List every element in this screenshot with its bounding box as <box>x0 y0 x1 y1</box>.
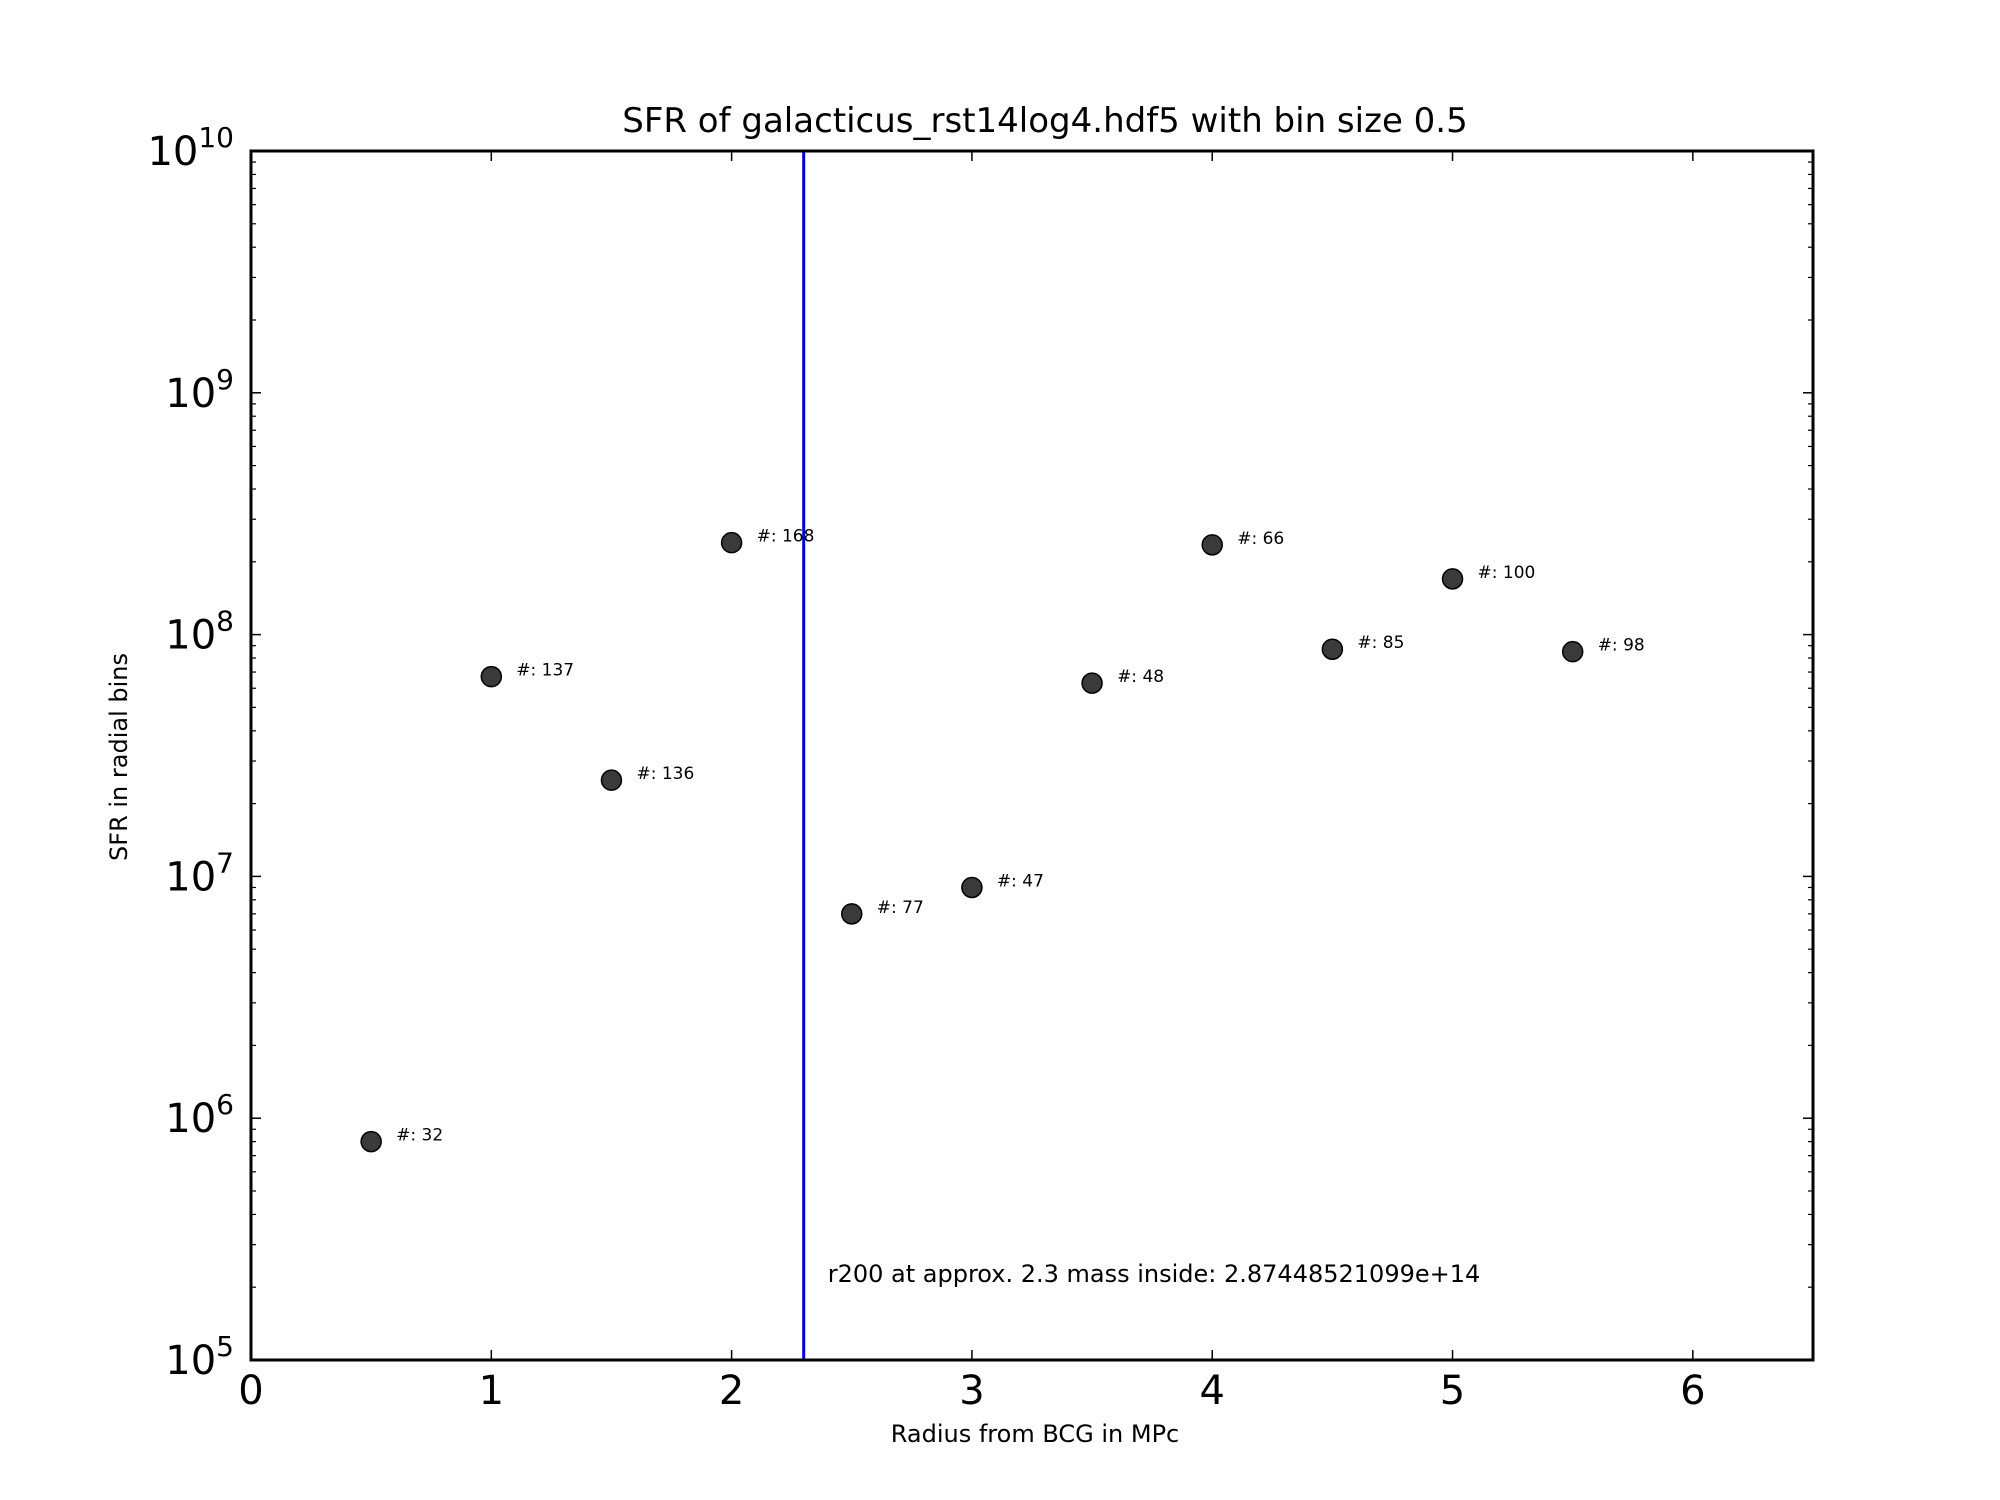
y-axis-label: SFR in radial bins <box>105 653 133 861</box>
data-point-label: #: 85 <box>1357 633 1404 653</box>
y-tick-label: 1010 <box>147 121 234 175</box>
data-point-label: #: 66 <box>1237 529 1284 549</box>
data-point-label: #: 137 <box>516 661 574 681</box>
x-axis-label: Radius from BCG in MPc <box>891 1420 1180 1448</box>
x-tick-label: 4 <box>1200 1368 1225 1414</box>
x-tick-label: 5 <box>1440 1368 1465 1414</box>
x-tick-label: 0 <box>238 1368 263 1414</box>
y-tick-base: 10 <box>147 129 198 175</box>
y-tick-exponent: 7 <box>216 846 234 879</box>
data-point <box>961 876 983 899</box>
chart-title: SFR of galacticus_rst14log4.hdf5 with bi… <box>622 101 1468 141</box>
x-tick-label: 2 <box>719 1368 744 1414</box>
data-point-label: #: 136 <box>636 764 694 784</box>
y-tick-exponent: 8 <box>216 605 234 638</box>
x-tick-label: 6 <box>1680 1368 1705 1414</box>
y-tick-label: 107 <box>165 846 234 900</box>
y-tick-label: 105 <box>165 1330 234 1384</box>
points-layer: #: 32 #: 137 #: 136 #: 168 #: 77 #: 47 #: 48 #:… <box>360 527 1645 1153</box>
y-tick-exponent: 6 <box>216 1088 234 1121</box>
data-point <box>1441 568 1464 590</box>
data-point <box>1321 638 1344 660</box>
y-tick-base: 10 <box>165 854 216 900</box>
data-point-label: #: 168 <box>757 527 815 547</box>
x-tick-label: 1 <box>479 1368 504 1414</box>
y-tick-base: 10 <box>165 1096 216 1142</box>
data-point-label: #: 47 <box>997 871 1044 891</box>
data-point-label: #: 48 <box>1117 667 1164 687</box>
data-point <box>1561 640 1584 663</box>
data-point <box>600 769 623 791</box>
x-tick-label: 3 <box>959 1368 984 1414</box>
data-point <box>1201 534 1223 556</box>
y-tick-base: 10 <box>165 1338 216 1384</box>
annotation-text: r200 at approx. 2.3 mass inside: 2.87448… <box>828 1260 1481 1288</box>
y-tick-label: 108 <box>165 605 234 659</box>
y-tick-label: 109 <box>165 363 234 417</box>
y-tick-exponent: 5 <box>216 1330 234 1363</box>
data-point-label: #: 32 <box>396 1126 443 1146</box>
data-point <box>360 1130 382 1153</box>
data-point <box>1081 672 1103 694</box>
data-point-label: #: 98 <box>1598 636 1645 656</box>
y-tick-base: 10 <box>165 371 216 417</box>
data-point-label: #: 77 <box>877 898 924 918</box>
plot-frame <box>249 149 1815 1362</box>
data-point <box>720 531 743 554</box>
data-point <box>841 903 863 925</box>
y-tick-base: 10 <box>165 613 216 659</box>
data-point-label: #: 100 <box>1478 563 1536 583</box>
data-point <box>480 665 503 688</box>
y-tick-exponent: 9 <box>216 363 234 396</box>
y-tick-exponent: 10 <box>198 121 234 154</box>
y-tick-label: 106 <box>165 1088 234 1142</box>
